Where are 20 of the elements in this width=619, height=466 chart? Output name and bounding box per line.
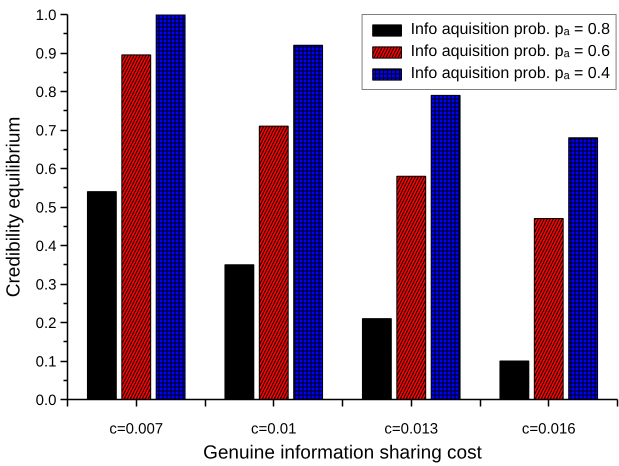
x-tick-label: c=0.013: [384, 420, 438, 438]
y-tick-label: 0.2: [36, 315, 57, 332]
y-tick-label: 0.1: [36, 354, 57, 370]
legend-label: Info aquisition prob. pₐ = 0.4: [410, 65, 610, 83]
y-tick-label: 0.6: [36, 161, 57, 178]
y-tick-label: 0.8: [36, 84, 57, 101]
y-tick-label: 0.4: [36, 238, 57, 255]
x-tick-label: c=0.007: [109, 420, 164, 438]
x-axis-title: Genuine information sharing cost: [203, 442, 483, 464]
legend-label: Info aquisition prob. pₐ = 0.8: [410, 21, 610, 39]
x-tick-label: c=0.01: [251, 420, 296, 438]
y-tick-label: 0.0: [36, 392, 57, 409]
y-tick-label: 1.0: [36, 7, 57, 24]
y-axis-title: Credibility equilibrium: [4, 116, 25, 298]
y-tick-label: 0.9: [36, 46, 57, 62]
legend-label: Info aquisition prob. pₐ = 0.6: [410, 43, 610, 61]
x-tick-label: c=0.016: [522, 420, 576, 438]
y-tick-label: 0.3: [36, 276, 57, 294]
y-tick-label: 0.5: [36, 200, 57, 216]
y-tick-label: 0.7: [36, 122, 57, 140]
